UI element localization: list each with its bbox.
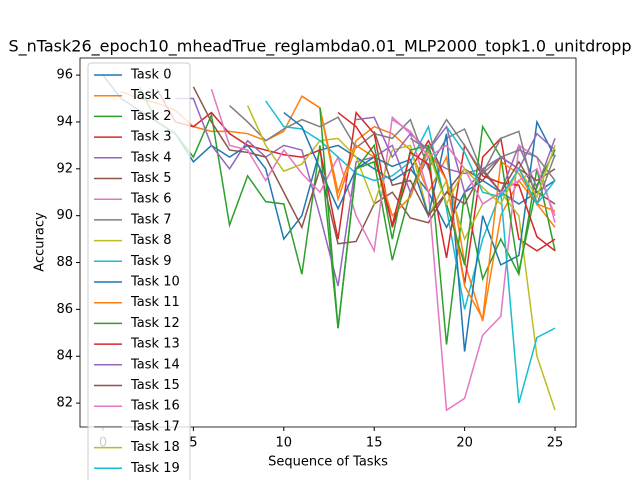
series-line <box>337 111 556 258</box>
legend-label: Task 13 <box>130 337 180 352</box>
series-line <box>409 118 556 207</box>
series-line <box>319 107 556 329</box>
legend-label: Task 18 <box>130 440 180 455</box>
y-tick-label: 88 <box>56 255 73 270</box>
legend-label: Task 14 <box>130 357 180 372</box>
legend-label: Task 12 <box>130 316 180 331</box>
series-line <box>175 97 556 287</box>
y-tick-label: 84 <box>56 349 73 364</box>
legend-box <box>87 62 191 480</box>
y-tick-label: 90 <box>56 208 73 223</box>
legend-label: Task 0 <box>130 68 171 83</box>
y-tick-label: 86 <box>56 302 73 317</box>
legend-label: Task 6 <box>130 192 171 207</box>
y-tick-label: 96 <box>56 68 73 83</box>
x-tick-label: 20 <box>456 436 473 451</box>
series-line <box>356 116 556 194</box>
legend-label: Task 19 <box>130 461 180 476</box>
x-tick-label: 5 <box>189 436 197 451</box>
x-tick-label: 15 <box>366 436 383 451</box>
legend-label: Task 2 <box>130 109 171 124</box>
plot-frame <box>79 57 577 428</box>
legend-label: Task 8 <box>130 233 171 248</box>
legend-label: Task 1 <box>130 88 171 103</box>
y-axis-label: Accuracy <box>33 212 48 272</box>
series-line <box>138 86 556 345</box>
legend-label: Task 15 <box>130 378 180 393</box>
series-line <box>283 111 556 352</box>
legend-label: Task 3 <box>130 130 171 145</box>
y-tick-label: 82 <box>56 396 73 411</box>
legend-label: Task 5 <box>130 171 171 186</box>
y-tick-label: 94 <box>56 114 73 129</box>
legend-label: Task 7 <box>130 212 171 227</box>
series-line <box>427 145 556 206</box>
legend-label: Task 9 <box>130 254 171 269</box>
legend-label: Task 11 <box>130 295 180 310</box>
series-line <box>246 105 556 411</box>
legend-label: Task 16 <box>130 399 180 414</box>
chart-title: S_nTask26_epoch10_mheadTrue_reglambda0.0… <box>8 37 631 57</box>
legend-label: Task 10 <box>130 275 180 290</box>
series-line <box>445 126 556 206</box>
legend-label: Task 4 <box>130 150 171 165</box>
x-tick-label: 25 <box>547 436 564 451</box>
legend-label: Task 17 <box>130 419 180 434</box>
x-axis-label: Sequence of Tasks <box>268 455 388 470</box>
series-line <box>373 131 556 218</box>
x-tick-label: 10 <box>276 436 293 451</box>
y-tick-label: 92 <box>56 161 73 176</box>
